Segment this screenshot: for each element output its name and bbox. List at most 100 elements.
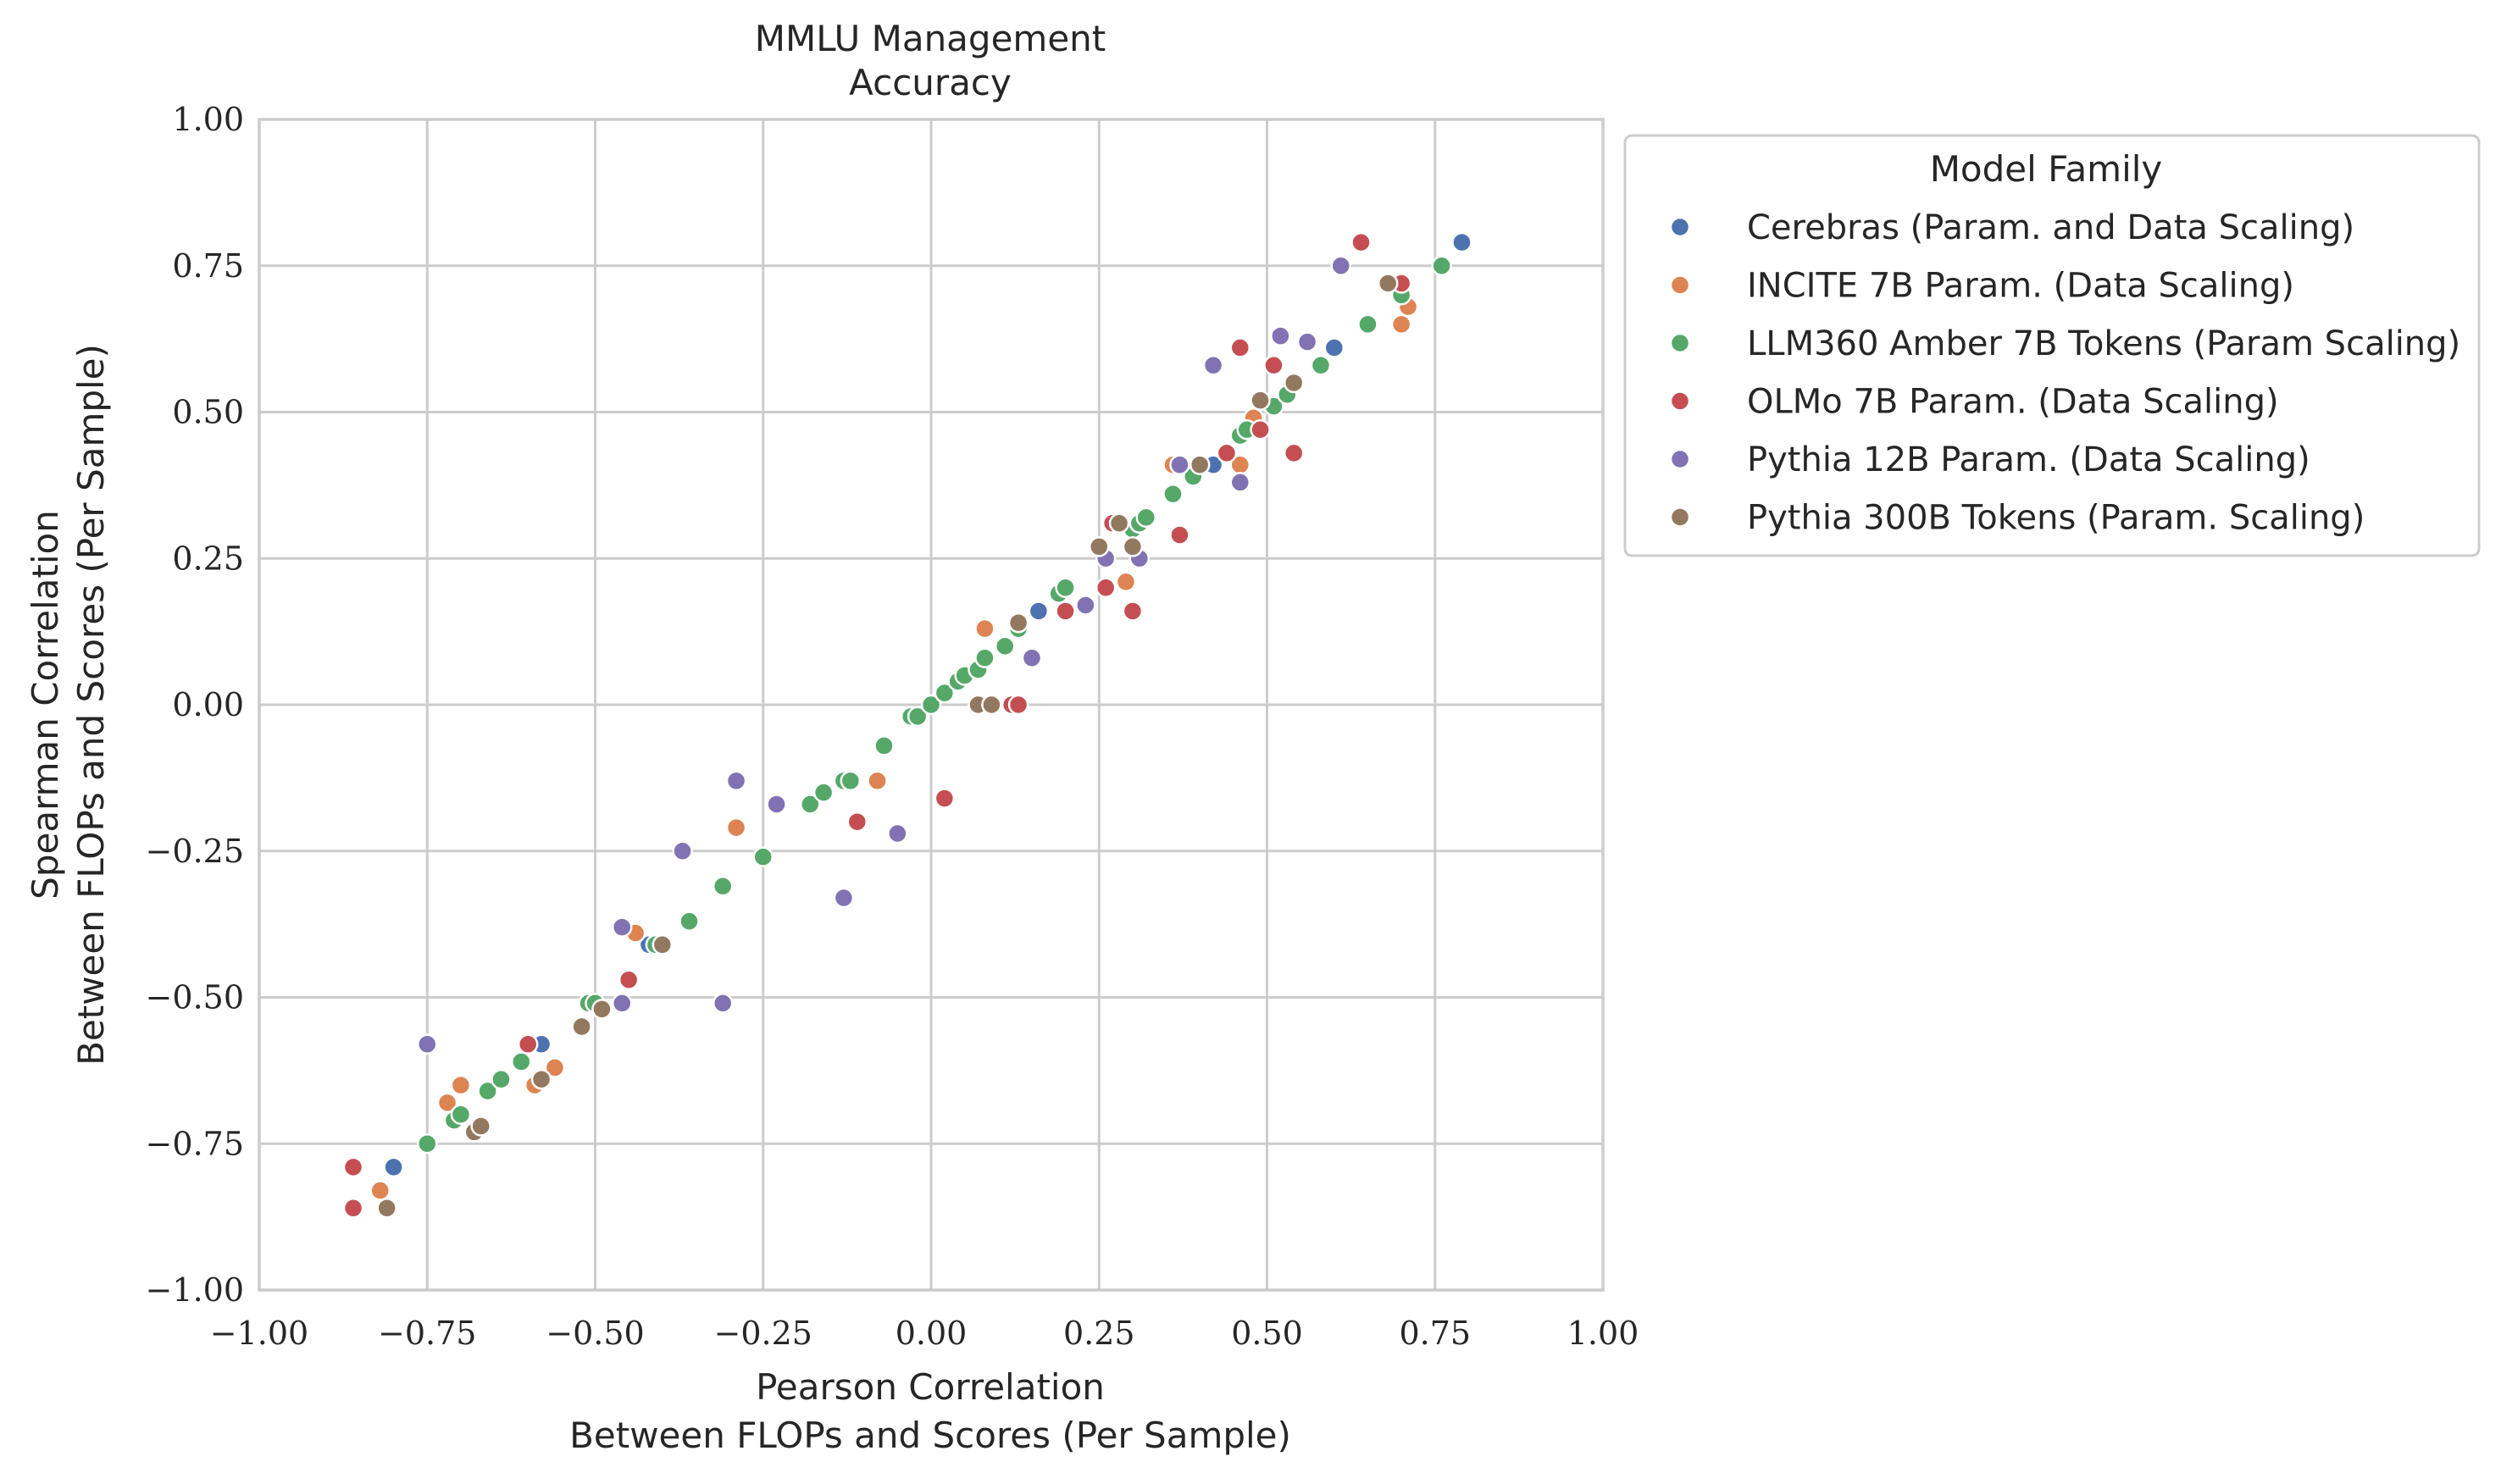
point-olmo-7b-param-data-scaling xyxy=(934,788,956,809)
point-pythia-300b-tokens-param-scaling xyxy=(1250,390,1271,411)
point-llm360-amber-7b-tokens-param-scaling xyxy=(1162,483,1184,505)
legend-label: Pythia 300B Tokens (Param. Scaling) xyxy=(1747,499,2365,538)
y-tick-label: 0.75 xyxy=(172,247,244,285)
point-incite-7b-param-data-scaling xyxy=(436,1092,458,1114)
point-pythia-300b-tokens-param-scaling xyxy=(1377,273,1399,294)
x-axis-label-line-1: Pearson Correlation xyxy=(756,1366,1105,1408)
legend-marker xyxy=(1669,274,1691,296)
x-tick-label: 0.75 xyxy=(1399,1315,1471,1352)
point-llm360-amber-7b-tokens-param-scaling xyxy=(974,647,995,668)
point-pythia-12b-param-data-scaling xyxy=(766,794,787,815)
point-llm360-amber-7b-tokens-param-scaling xyxy=(1310,354,1332,376)
point-pythia-12b-param-data-scaling xyxy=(417,1033,438,1055)
point-llm360-amber-7b-tokens-param-scaling xyxy=(840,770,862,792)
point-llm360-amber-7b-tokens-param-scaling xyxy=(873,735,895,756)
point-cerebras-param-and-data-scaling xyxy=(1451,231,1472,253)
legend-marker xyxy=(1669,332,1691,354)
chart-title-line-1: MMLU Management xyxy=(755,18,1106,59)
chart-title-line-2: Accuracy xyxy=(849,62,1012,103)
point-olmo-7b-param-data-scaling xyxy=(342,1156,364,1178)
point-pythia-300b-tokens-param-scaling xyxy=(1108,512,1130,534)
y-tick-label: 0.50 xyxy=(172,394,244,431)
x-tick-label: 1.00 xyxy=(1567,1315,1639,1352)
y-tick-label: −0.75 xyxy=(146,1125,244,1162)
point-cerebras-param-and-data-scaling xyxy=(383,1156,404,1178)
point-llm360-amber-7b-tokens-param-scaling xyxy=(907,706,929,728)
point-llm360-amber-7b-tokens-param-scaling xyxy=(934,682,956,704)
y-axis-label-line-1: Spearman Correlation xyxy=(25,510,66,900)
y-tick-label: 0.25 xyxy=(172,540,244,577)
point-llm360-amber-7b-tokens-param-scaling xyxy=(491,1068,512,1090)
point-llm360-amber-7b-tokens-param-scaling xyxy=(1431,255,1452,276)
point-incite-7b-param-data-scaling xyxy=(369,1180,391,1201)
point-llm360-amber-7b-tokens-param-scaling xyxy=(477,1080,498,1102)
point-pythia-12b-param-data-scaling xyxy=(1021,647,1043,668)
y-axis-label-line-2: Between FLOPs and Scores (Per Sample) xyxy=(70,344,112,1066)
legend-label: LLM360 Amber 7B Tokens (Param Scaling) xyxy=(1747,324,2460,363)
point-pythia-300b-tokens-param-scaling xyxy=(571,1016,592,1038)
point-olmo-7b-param-data-scaling xyxy=(1055,601,1076,622)
point-pythia-300b-tokens-param-scaling xyxy=(470,1116,491,1137)
point-llm360-amber-7b-tokens-param-scaling xyxy=(800,794,821,815)
x-axis-label-line-2: Between FLOPs and Scores (Per Sample) xyxy=(569,1415,1291,1456)
legend-marker xyxy=(1669,448,1691,470)
point-pythia-12b-param-data-scaling xyxy=(1169,454,1190,475)
point-pythia-12b-param-data-scaling xyxy=(611,993,633,1014)
y-tick-labels: −1.00 −0.75 −0.50 −0.25 0.00 0.25 0.50 0.75 1.00 xyxy=(146,101,244,1309)
point-incite-7b-param-data-scaling xyxy=(1115,571,1137,593)
point-olmo-7b-param-data-scaling xyxy=(1350,231,1372,253)
y-tick-label: −1.00 xyxy=(146,1271,244,1309)
legend-box xyxy=(1623,134,2481,557)
y-tick-label: 0.00 xyxy=(172,686,244,723)
legend-title: Model Family xyxy=(1930,148,2163,190)
point-pythia-12b-param-data-scaling xyxy=(1202,354,1224,376)
point-llm360-amber-7b-tokens-param-scaling xyxy=(994,635,1016,657)
data-points xyxy=(342,231,1472,1219)
x-tick-labels: −1.00 −0.75 −0.50 −0.25 0.00 0.25 0.50 0.75 1.00 xyxy=(210,1315,1639,1352)
x-tick-label: −0.25 xyxy=(714,1315,812,1352)
point-incite-7b-param-data-scaling xyxy=(974,617,995,640)
y-tick-label: −0.25 xyxy=(146,833,244,870)
point-olmo-7b-param-data-scaling xyxy=(1216,442,1238,464)
point-llm360-amber-7b-tokens-param-scaling xyxy=(511,1051,532,1072)
point-llm360-amber-7b-tokens-param-scaling xyxy=(1055,577,1076,599)
legend-label: Cerebras (Param. and Data Scaling) xyxy=(1747,208,2354,247)
legend-label: INCITE 7B Param. (Data Scaling) xyxy=(1747,267,2294,306)
point-pythia-12b-param-data-scaling xyxy=(1330,255,1351,276)
point-pythia-300b-tokens-param-scaling xyxy=(376,1198,397,1219)
point-pythia-300b-tokens-param-scaling xyxy=(591,999,613,1020)
point-llm360-amber-7b-tokens-param-scaling xyxy=(812,782,835,803)
point-olmo-7b-param-data-scaling xyxy=(1169,524,1190,545)
point-pythia-300b-tokens-param-scaling xyxy=(1089,536,1110,557)
y-tick-label: 1.00 xyxy=(172,101,244,138)
legend-marker xyxy=(1669,390,1691,412)
point-llm360-amber-7b-tokens-param-scaling xyxy=(1135,507,1157,529)
point-olmo-7b-param-data-scaling xyxy=(1283,442,1305,464)
x-tick-label: 0.25 xyxy=(1063,1315,1135,1352)
point-pythia-12b-param-data-scaling xyxy=(833,887,855,909)
point-incite-7b-param-data-scaling xyxy=(867,770,888,792)
x-tick-label: −1.00 xyxy=(210,1315,308,1352)
point-pythia-12b-param-data-scaling xyxy=(1296,331,1318,352)
point-pythia-300b-tokens-param-scaling xyxy=(1007,612,1029,634)
point-olmo-7b-param-data-scaling xyxy=(618,969,640,991)
point-pythia-300b-tokens-param-scaling xyxy=(1122,536,1144,557)
point-llm360-amber-7b-tokens-param-scaling xyxy=(1357,313,1378,335)
y-tick-label: −0.50 xyxy=(146,979,244,1016)
point-pythia-300b-tokens-param-scaling xyxy=(530,1068,552,1090)
x-tick-label: −0.75 xyxy=(378,1315,476,1352)
point-olmo-7b-param-data-scaling xyxy=(1263,354,1284,376)
point-pythia-12b-param-data-scaling xyxy=(1075,595,1096,616)
point-pythia-12b-param-data-scaling xyxy=(712,993,734,1014)
point-llm360-amber-7b-tokens-param-scaling xyxy=(679,911,700,932)
point-llm360-amber-7b-tokens-param-scaling xyxy=(450,1104,472,1125)
point-olmo-7b-param-data-scaling xyxy=(1229,337,1251,358)
x-tick-label: 0.00 xyxy=(896,1315,968,1352)
point-olmo-7b-param-data-scaling xyxy=(1095,577,1117,599)
plot-border xyxy=(258,118,1605,1292)
point-olmo-7b-param-data-scaling xyxy=(1250,418,1271,440)
point-pythia-12b-param-data-scaling xyxy=(672,840,693,861)
point-olmo-7b-param-data-scaling xyxy=(1007,694,1029,716)
legend-label: Pythia 12B Param. (Data Scaling) xyxy=(1747,440,2310,479)
